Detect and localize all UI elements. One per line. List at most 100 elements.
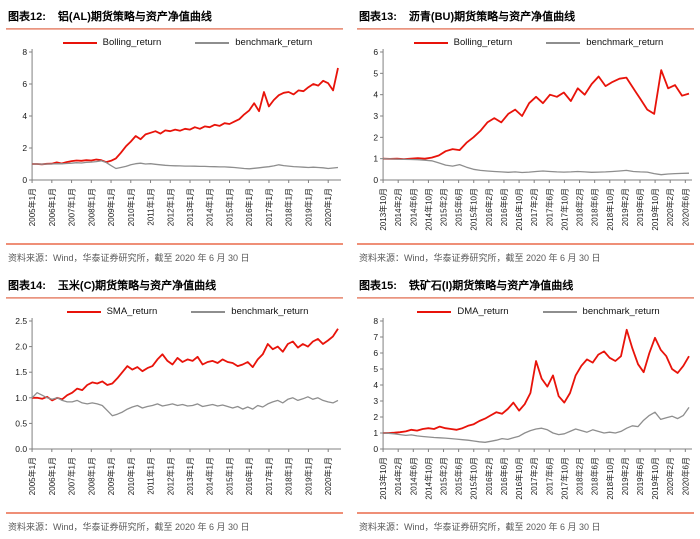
svg-text:7: 7: [373, 332, 378, 342]
figure-label: 图表13:: [359, 11, 397, 23]
svg-text:2010年1月: 2010年1月: [126, 457, 136, 495]
svg-text:4: 4: [373, 90, 378, 100]
legend-item-strategy: DMA_return: [417, 306, 509, 317]
svg-text:2014年6月: 2014年6月: [408, 457, 418, 495]
svg-text:2019年1月: 2019年1月: [303, 457, 313, 495]
svg-text:2: 2: [373, 132, 378, 142]
svg-text:0: 0: [22, 175, 27, 185]
svg-text:2013年1月: 2013年1月: [185, 457, 195, 495]
svg-text:2010年1月: 2010年1月: [126, 188, 136, 226]
svg-text:2017年10月: 2017年10月: [559, 188, 569, 231]
legend-label: benchmark_return: [582, 306, 660, 317]
gray-line-swatch-icon: [191, 310, 226, 313]
svg-text:2016年1月: 2016年1月: [244, 457, 254, 495]
figure-bu-futures-strategy: 图表13: 沥青(BU)期货策略与资产净值曲线 Bolling_return b…: [357, 6, 694, 275]
svg-text:2009年1月: 2009年1月: [106, 457, 116, 495]
svg-text:2017年10月: 2017年10月: [559, 457, 569, 500]
legend-label: benchmark_return: [586, 37, 664, 48]
svg-text:2020年2月: 2020年2月: [665, 457, 675, 495]
source-note: 资料来源：Wind，华泰证券研究所，截至 2020 年 6 月 30 日: [359, 253, 601, 263]
red-line-swatch-icon: [66, 310, 101, 313]
svg-text:2017年2月: 2017年2月: [529, 457, 539, 495]
chart-bottom-rule: [6, 512, 343, 514]
iron-ore-net-value-line-chart: 0 1 2 3 4 5 6 7 8 2013年10月 2014年2月 2014年6月 2014年10月 2…: [373, 316, 692, 500]
svg-text:2015年6月: 2015年6月: [454, 457, 464, 495]
svg-text:2014年1月: 2014年1月: [205, 457, 215, 495]
svg-text:2018年1月: 2018年1月: [284, 188, 294, 226]
svg-text:2.0: 2.0: [15, 342, 27, 352]
figure-header: 图表14: 玉米(C)期货策略与资产净值曲线: [6, 275, 343, 297]
legend-item-strategy: Bolling_return: [62, 37, 161, 48]
svg-text:2.5: 2.5: [15, 316, 27, 326]
svg-text:2005年1月: 2005年1月: [27, 188, 37, 226]
svg-text:2008年1月: 2008年1月: [86, 457, 96, 495]
svg-text:8: 8: [373, 316, 378, 326]
svg-text:2016年10月: 2016年10月: [514, 457, 524, 500]
svg-text:2018年10月: 2018年10月: [605, 188, 615, 231]
svg-text:2009年1月: 2009年1月: [106, 188, 116, 226]
legend-label: DMA_return: [457, 306, 509, 317]
figure-label: 图表14:: [8, 280, 46, 292]
svg-text:1.0: 1.0: [15, 393, 27, 403]
svg-text:2018年6月: 2018年6月: [590, 188, 600, 226]
svg-text:2020年2月: 2020年2月: [665, 188, 675, 226]
svg-text:1.5: 1.5: [15, 367, 27, 377]
svg-text:8: 8: [22, 47, 27, 57]
figure-title: 铁矿石(I)期货策略与资产净值曲线: [408, 280, 574, 292]
legend-item-benchmark: benchmark_return: [191, 306, 308, 317]
chart-bottom-rule: [357, 512, 694, 514]
svg-text:2018年10月: 2018年10月: [605, 457, 615, 500]
chart-legend: SMA_return benchmark_return: [32, 306, 343, 317]
svg-text:2016年6月: 2016年6月: [499, 457, 509, 495]
chart-bottom-rule: [357, 243, 694, 245]
figure-label: 图表12:: [8, 11, 46, 23]
svg-text:2020年1月: 2020年1月: [323, 188, 333, 226]
svg-text:2016年10月: 2016年10月: [514, 188, 524, 231]
source-note: 资料来源：Wind，华泰证券研究所，截至 2020 年 6 月 30 日: [359, 522, 601, 532]
chart-legend: Bolling_return benchmark_return: [32, 37, 343, 48]
svg-text:2017年6月: 2017年6月: [544, 457, 554, 495]
svg-text:0: 0: [373, 175, 378, 185]
legend-label: Bolling_return: [453, 37, 513, 48]
svg-text:6: 6: [373, 47, 378, 57]
figure-title: 铝(AL)期货策略与资产净值曲线: [57, 11, 212, 23]
red-line-swatch-icon: [413, 41, 448, 44]
svg-text:2019年6月: 2019年6月: [635, 457, 645, 495]
title-underline: [6, 297, 343, 299]
svg-text:5: 5: [373, 68, 378, 78]
svg-text:2: 2: [373, 412, 378, 422]
svg-text:0.0: 0.0: [15, 444, 27, 454]
svg-text:1: 1: [373, 428, 378, 438]
svg-text:2013年10月: 2013年10月: [378, 457, 388, 500]
svg-text:2: 2: [22, 143, 27, 153]
svg-text:2018年6月: 2018年6月: [590, 457, 600, 495]
svg-text:2017年1月: 2017年1月: [264, 457, 274, 495]
legend-label: benchmark_return: [231, 306, 309, 317]
svg-text:2015年1月: 2015年1月: [224, 188, 234, 226]
chart-bottom-rule: [6, 243, 343, 245]
svg-text:2014年10月: 2014年10月: [423, 188, 433, 231]
svg-text:2006年1月: 2006年1月: [47, 457, 57, 495]
corn-net-value-line-chart: 0.0 0.5 1.0 1.5 2.0 2.5 2005年1月 2006年1月 2007年1月 2…: [15, 316, 341, 495]
svg-text:2019年10月: 2019年10月: [650, 188, 660, 231]
svg-text:2006年1月: 2006年1月: [47, 188, 57, 226]
svg-text:4: 4: [22, 111, 27, 121]
svg-text:2016年2月: 2016年2月: [484, 457, 494, 495]
svg-text:2005年1月: 2005年1月: [27, 457, 37, 495]
svg-text:2015年2月: 2015年2月: [439, 188, 449, 226]
gray-line-swatch-icon: [195, 41, 230, 44]
figure-header: 图表13: 沥青(BU)期货策略与资产净值曲线: [357, 6, 694, 28]
svg-text:2011年1月: 2011年1月: [146, 188, 156, 226]
svg-text:2020年6月: 2020年6月: [680, 188, 690, 226]
svg-text:3: 3: [373, 396, 378, 406]
svg-text:2019年2月: 2019年2月: [620, 457, 630, 495]
svg-text:2017年6月: 2017年6月: [544, 188, 554, 226]
svg-text:2019年6月: 2019年6月: [635, 188, 645, 226]
svg-text:2016年1月: 2016年1月: [244, 188, 254, 226]
svg-text:6: 6: [22, 79, 27, 89]
svg-text:2018年1月: 2018年1月: [284, 457, 294, 495]
svg-text:2016年2月: 2016年2月: [484, 188, 494, 226]
svg-text:2019年10月: 2019年10月: [650, 457, 660, 500]
svg-text:2014年1月: 2014年1月: [205, 188, 215, 226]
